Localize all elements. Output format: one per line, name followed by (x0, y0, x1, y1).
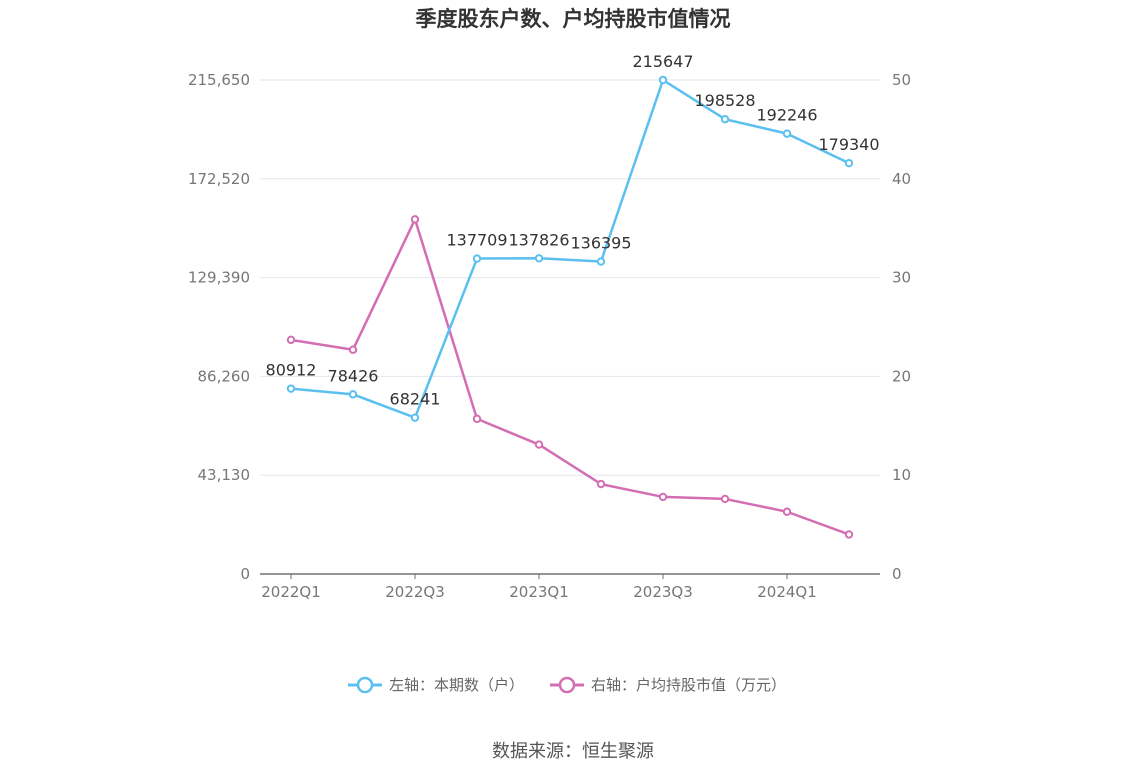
x-tick-label: 2023Q3 (633, 583, 693, 601)
data-point-left (534, 254, 544, 263)
data-point-right (844, 530, 854, 539)
data-point-right (596, 479, 606, 489)
legend-label-right: 右轴：户均持股市值（万元） (591, 676, 786, 694)
legend: 左轴：本期数（户） 右轴：户均持股市值（万元） (348, 676, 786, 694)
x-tick-label: 2024Q1 (757, 583, 817, 601)
data-label: 68241 (390, 390, 441, 409)
data-point-left (596, 257, 606, 266)
data-label: 80912 (266, 361, 317, 380)
data-point-right (410, 215, 420, 224)
data-point-left (844, 158, 854, 168)
right-tick-label: 30 (892, 269, 911, 287)
data-point-right (348, 345, 358, 354)
left-tick-label: 172,520 (188, 170, 250, 188)
legend-item-right[interactable]: 右轴：户均持股市值（万元） (550, 676, 786, 694)
data-label: 78426 (328, 366, 379, 385)
legend-marker-left (356, 676, 374, 694)
x-tick-label: 2022Q1 (261, 583, 321, 601)
data-label: 136395 (570, 234, 631, 253)
data-label: 179340 (818, 135, 879, 154)
chart-title: 季度股东户数、户均持股市值情况 (416, 7, 731, 31)
data-point-left (348, 390, 358, 399)
data-label: 137826 (508, 230, 569, 249)
axes: 0 0 43,130 10 86,260 20 129,390 30 172,520 40 215,… (188, 71, 911, 601)
legend-marker-right (558, 676, 576, 694)
left-tick-label: 129,390 (188, 269, 250, 287)
left-tick-label: 215,650 (188, 71, 250, 89)
data-point-left (782, 129, 792, 138)
series-line-right (290, 218, 850, 536)
series-points (286, 75, 854, 539)
right-tick-label: 0 (892, 565, 902, 583)
data-point-right (286, 335, 296, 345)
right-tick-label: 40 (892, 170, 911, 188)
legend-label-left: 左轴：本期数（户） (389, 676, 524, 694)
data-point-right (782, 507, 792, 516)
data-label: 215647 (632, 52, 693, 71)
data-point-left (410, 413, 420, 422)
source-note: 数据来源：恒生聚源 (492, 741, 654, 762)
series-lines (290, 78, 850, 536)
grid (260, 79, 880, 476)
data-point-left (286, 384, 296, 393)
series-line-left (290, 78, 850, 419)
left-tick-label: 43,130 (198, 466, 251, 484)
x-tick-label: 2022Q3 (385, 583, 445, 601)
right-tick-label: 50 (892, 71, 911, 89)
data-point-right (534, 440, 544, 449)
right-tick-label: 10 (892, 466, 911, 484)
data-point-left (658, 75, 668, 85)
data-point-left (720, 115, 730, 124)
left-tick-label: 86,260 (198, 367, 251, 385)
data-point-right (658, 492, 668, 502)
data-point-right (472, 414, 482, 424)
right-tick-label: 20 (892, 367, 911, 385)
x-tick-label: 2023Q1 (509, 583, 569, 601)
data-label: 198528 (694, 91, 755, 110)
legend-item-left[interactable]: 左轴：本期数（户） (348, 676, 524, 694)
data-labels: 80912 78426 68241 137709 137826 136395 215647 1… (266, 52, 880, 409)
data-label: 137709 (446, 231, 507, 250)
data-point-left (472, 254, 482, 263)
left-tick-label: 0 (240, 565, 250, 583)
data-label: 192246 (756, 106, 817, 125)
data-point-right (720, 494, 730, 504)
